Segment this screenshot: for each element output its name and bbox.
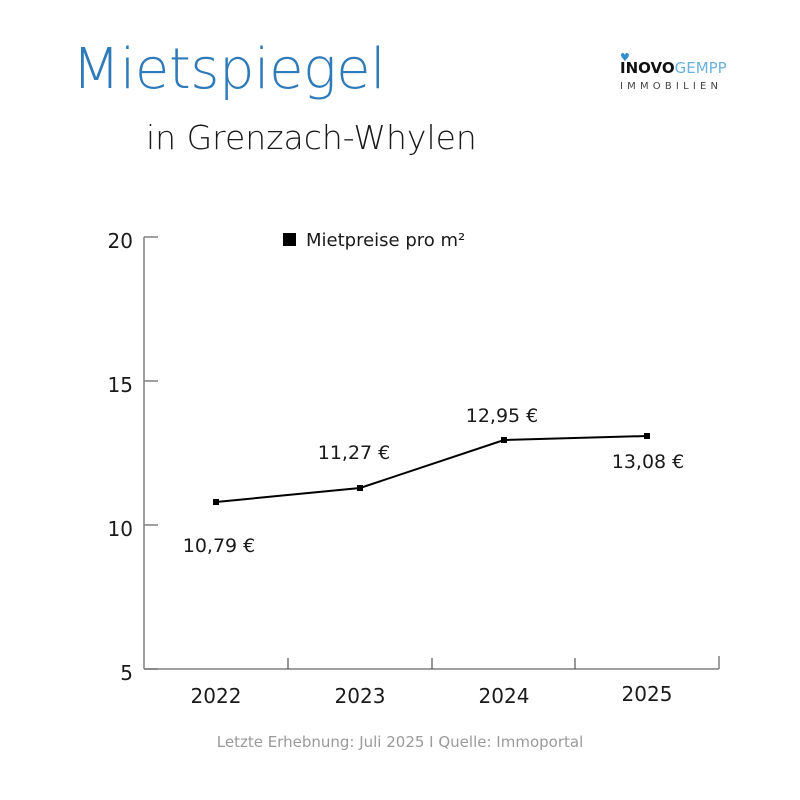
y-tick-label: 20 bbox=[108, 229, 133, 253]
logo-brand-light: GEMPP bbox=[674, 59, 727, 77]
data-point-marker bbox=[644, 433, 650, 439]
page-title: Mietspiegel bbox=[72, 37, 386, 102]
data-label: 11,27 € bbox=[318, 442, 391, 464]
x-axis: 2022 2023 2024 2025 bbox=[144, 656, 720, 708]
x-tick-label: 2022 bbox=[191, 684, 242, 708]
data-label: 13,08 € bbox=[612, 451, 685, 473]
heart-icon: ♥ bbox=[620, 51, 630, 64]
data-point-marker bbox=[213, 499, 219, 505]
y-tick-label: 10 bbox=[108, 517, 133, 541]
source-footnote: Letzte Erhebnung: Juli 2025 I Quelle: Im… bbox=[216, 733, 584, 751]
legend-marker-icon bbox=[283, 233, 296, 246]
legend-label: Mietpreise pro m² bbox=[306, 230, 465, 251]
x-tick-label: 2023 bbox=[335, 684, 386, 708]
legend: Mietpreise pro m² bbox=[283, 230, 465, 251]
logo-brand-bold: INOVO bbox=[620, 59, 675, 77]
x-tick-label: 2024 bbox=[479, 684, 530, 708]
logo-brand: INOVOGEMPP bbox=[620, 61, 727, 76]
data-label: 10,79 € bbox=[183, 535, 256, 557]
logo-tagline: IMMOBILIEN bbox=[620, 81, 723, 92]
data-point-marker bbox=[501, 437, 507, 443]
company-logo: ♥ INOVOGEMPP IMMOBILIEN bbox=[620, 52, 760, 100]
page-subtitle: in Grenzach-Whylen bbox=[146, 118, 477, 157]
y-tick-label: 5 bbox=[120, 661, 133, 685]
data-point-marker bbox=[357, 485, 363, 491]
y-axis: 20 15 10 5 bbox=[108, 229, 158, 685]
y-tick-label: 15 bbox=[108, 373, 133, 397]
data-label: 12,95 € bbox=[466, 405, 539, 427]
series-line bbox=[215, 435, 648, 503]
x-tick-label: 2025 bbox=[622, 682, 673, 706]
